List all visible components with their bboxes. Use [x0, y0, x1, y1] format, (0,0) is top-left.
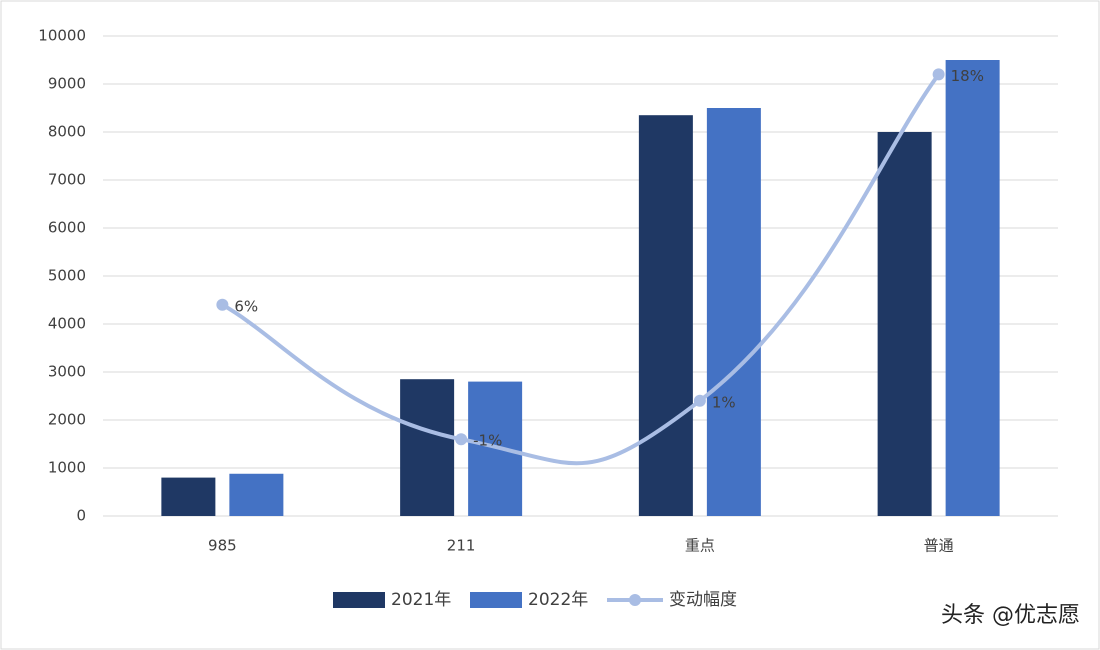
x-tick-label: 普通: [924, 537, 954, 555]
data-label: 6%: [234, 297, 258, 315]
x-tick-label: 211: [447, 537, 476, 555]
data-label: 1%: [712, 393, 736, 411]
y-tick-label: 4000: [48, 315, 86, 333]
y-tick-label: 9000: [48, 75, 86, 93]
line-point: [693, 394, 706, 407]
y-tick-label: 10000: [38, 27, 86, 45]
y-tick-label: 6000: [48, 219, 86, 237]
legend-label: 变动幅度: [669, 590, 737, 610]
y-tick-label: 2000: [48, 411, 86, 429]
line-point: [932, 68, 945, 81]
y-tick-label: 3000: [48, 363, 86, 381]
data-label: -1%: [473, 432, 502, 450]
data-label: 18%: [951, 67, 984, 85]
y-tick-label: 8000: [48, 123, 86, 141]
bar: [877, 132, 932, 516]
legend-label: 2021年: [391, 590, 451, 610]
line-point: [455, 433, 468, 446]
x-tick-label: 985: [208, 537, 237, 555]
credit: 头条 @优志愿: [941, 603, 1080, 628]
x-tick-label: 重点: [685, 537, 715, 555]
bar: [400, 379, 455, 516]
y-tick-label: 5000: [48, 267, 86, 285]
bar: [945, 60, 1000, 516]
y-tick-label: 1000: [48, 459, 86, 477]
legend-swatch: [629, 594, 641, 606]
bar: [706, 108, 761, 516]
legend-swatch: [333, 592, 385, 608]
line: [221, 73, 941, 466]
y-tick-label: 0: [76, 507, 86, 525]
legend-label: 2022年: [528, 590, 588, 610]
y-tick-label: 7000: [48, 171, 86, 189]
legend-swatch: [470, 592, 522, 608]
line-point: [216, 298, 229, 311]
bar: [161, 477, 216, 516]
bar: [638, 115, 693, 516]
bar: [229, 473, 284, 516]
